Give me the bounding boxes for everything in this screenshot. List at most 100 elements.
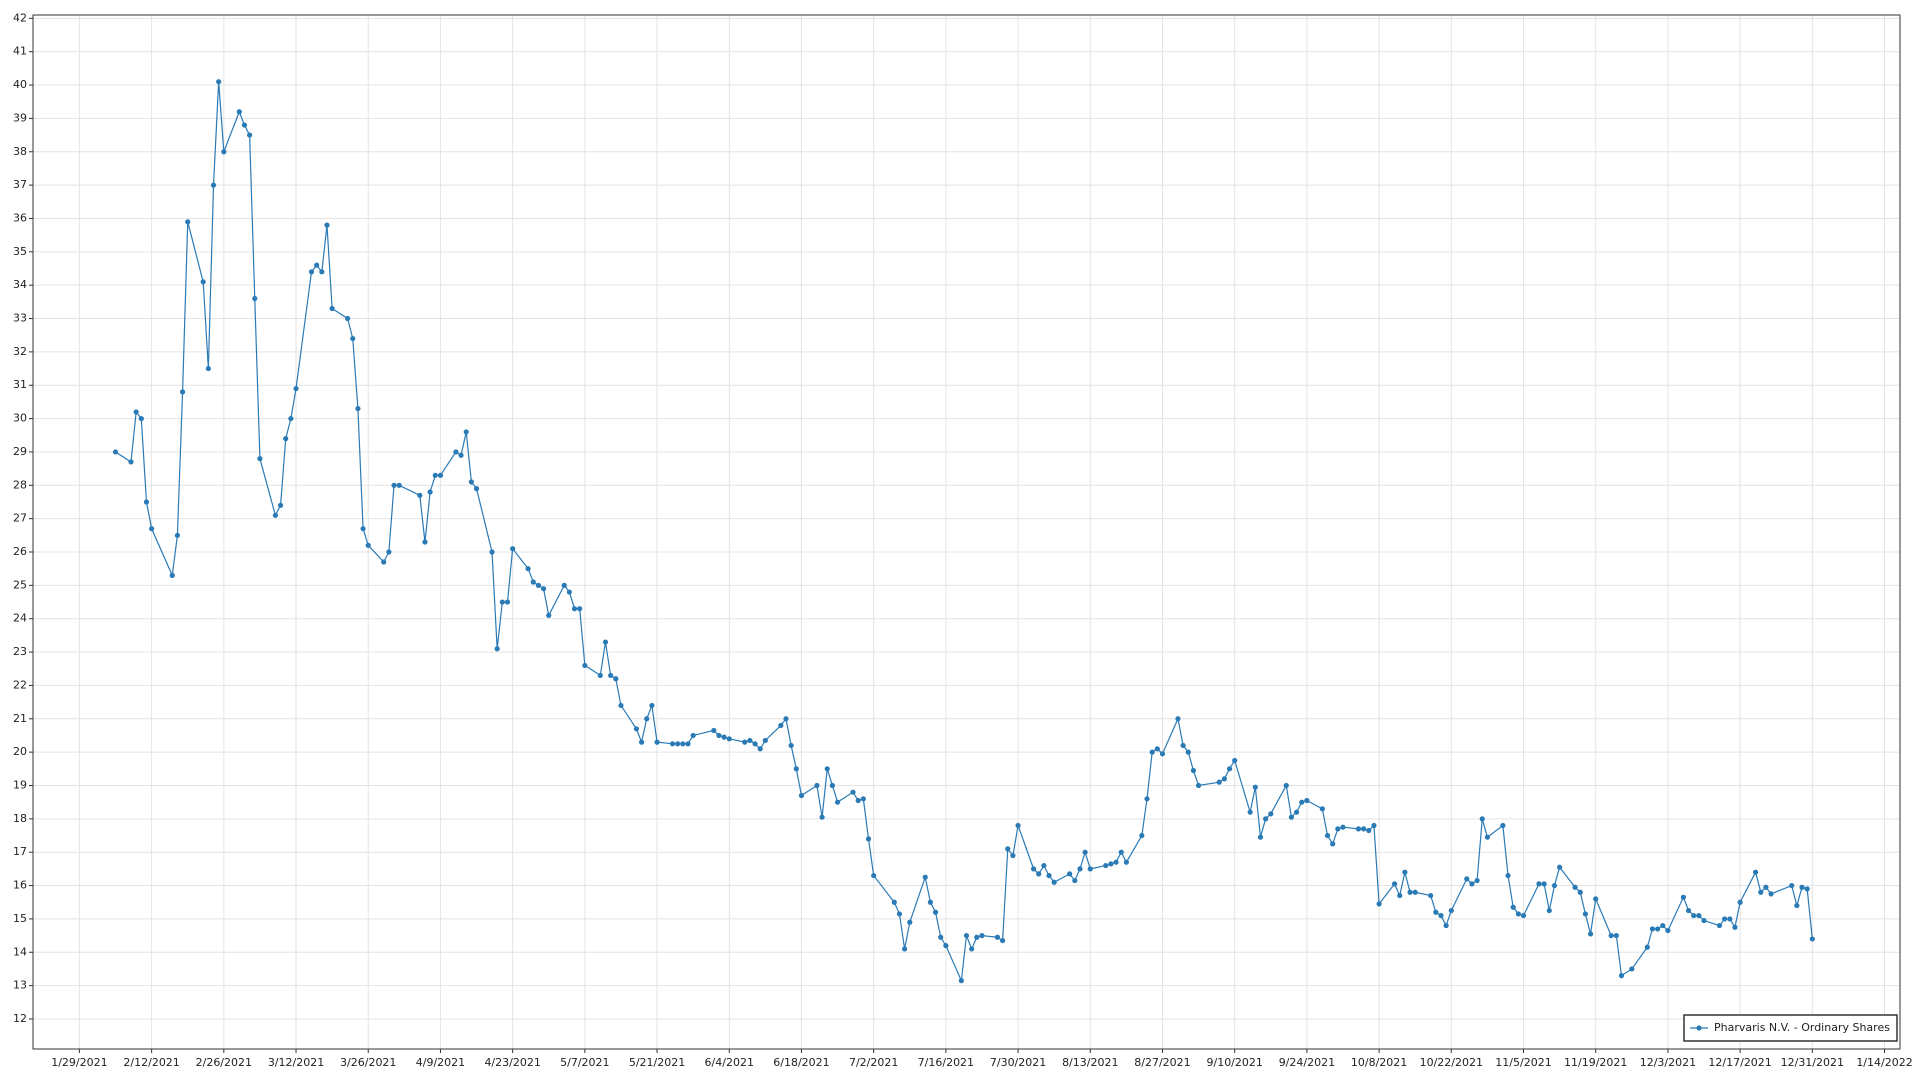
- point: [1391, 881, 1398, 887]
- point: [360, 526, 366, 532]
- point: [1809, 936, 1815, 942]
- point: [721, 734, 727, 740]
- point: [1758, 889, 1764, 895]
- point: [1046, 872, 1052, 879]
- point: [994, 934, 1001, 940]
- point: [716, 732, 722, 739]
- point: [1536, 881, 1542, 887]
- point: [1252, 784, 1258, 790]
- point: [1587, 931, 1594, 937]
- point: [1438, 912, 1444, 919]
- x-tick-label: 1/29/2021: [51, 1056, 107, 1069]
- point: [432, 472, 438, 478]
- point: [907, 919, 913, 925]
- point: [257, 456, 263, 462]
- point: [1618, 973, 1625, 979]
- y-tick-label: 14: [13, 945, 27, 958]
- point: [1768, 891, 1774, 897]
- point: [381, 559, 387, 565]
- point: [1108, 861, 1114, 867]
- y-tick-label: 13: [13, 979, 27, 992]
- x-tick-label: 2/26/2021: [196, 1056, 252, 1069]
- point: [1701, 917, 1707, 924]
- point: [757, 746, 763, 752]
- point: [1752, 869, 1759, 875]
- point: [1397, 892, 1403, 899]
- point: [1299, 799, 1305, 805]
- point: [540, 586, 547, 592]
- point: [1366, 827, 1372, 834]
- point: [221, 149, 227, 155]
- point: [1428, 892, 1434, 899]
- point: [391, 482, 397, 488]
- point: [726, 736, 732, 742]
- y-tick-label: 19: [13, 778, 27, 791]
- point: [1577, 889, 1583, 895]
- point: [1015, 822, 1021, 829]
- point: [762, 737, 768, 744]
- point: [1722, 916, 1728, 922]
- y-tick-label: 24: [13, 612, 27, 625]
- point: [133, 409, 139, 415]
- point: [1794, 902, 1800, 909]
- point: [1005, 846, 1011, 852]
- line: [115, 81, 1813, 983]
- point: [752, 741, 758, 747]
- point: [1190, 767, 1197, 774]
- point: [1660, 922, 1666, 929]
- point: [1644, 944, 1650, 950]
- point: [169, 572, 175, 578]
- point: [205, 365, 211, 372]
- point: [1195, 782, 1202, 789]
- point: [1613, 932, 1619, 939]
- point: [1629, 966, 1635, 972]
- point: [1469, 881, 1475, 887]
- point: [546, 612, 552, 618]
- point: [742, 739, 748, 745]
- point: [1113, 859, 1119, 865]
- point: [1067, 871, 1073, 877]
- y-tick-label: 41: [13, 45, 27, 58]
- point: [922, 874, 928, 880]
- point: [319, 269, 325, 275]
- point: [1433, 909, 1439, 915]
- y-tick-label: 23: [13, 645, 27, 658]
- point: [510, 546, 516, 552]
- x-tick-label: 3/12/2021: [268, 1056, 324, 1069]
- y-tick-label: 37: [13, 178, 27, 191]
- y-tick-label: 17: [13, 845, 27, 858]
- point: [1789, 882, 1795, 889]
- point: [143, 499, 150, 505]
- point: [969, 946, 975, 952]
- y-tick-label: 36: [13, 211, 27, 224]
- legend: Pharvaris N.V. - Ordinary Shares: [1683, 1014, 1898, 1042]
- x-tick-label: 8/13/2021: [1062, 1056, 1118, 1069]
- point: [1340, 824, 1346, 830]
- point: [1572, 884, 1578, 890]
- point: [308, 269, 315, 275]
- y-tick-label: 12: [13, 1012, 27, 1025]
- point: [1257, 834, 1264, 840]
- point: [1448, 907, 1454, 914]
- point: [582, 662, 588, 669]
- point: [602, 639, 609, 645]
- point: [938, 934, 944, 940]
- point: [1500, 822, 1506, 829]
- point: [644, 716, 650, 722]
- point: [525, 566, 531, 572]
- y-tick-label: 31: [13, 378, 27, 391]
- point: [865, 836, 872, 842]
- point: [365, 542, 371, 548]
- point: [1226, 766, 1233, 772]
- point: [1304, 797, 1310, 804]
- point: [1727, 916, 1733, 922]
- point: [1159, 751, 1166, 757]
- point: [473, 486, 480, 492]
- point: [1123, 859, 1129, 865]
- y-tick-label: 32: [13, 345, 27, 358]
- point: [834, 799, 841, 805]
- point: [1010, 852, 1016, 859]
- point: [654, 739, 660, 745]
- x-tick-label: 12/31/2021: [1781, 1056, 1844, 1069]
- point: [1041, 862, 1047, 869]
